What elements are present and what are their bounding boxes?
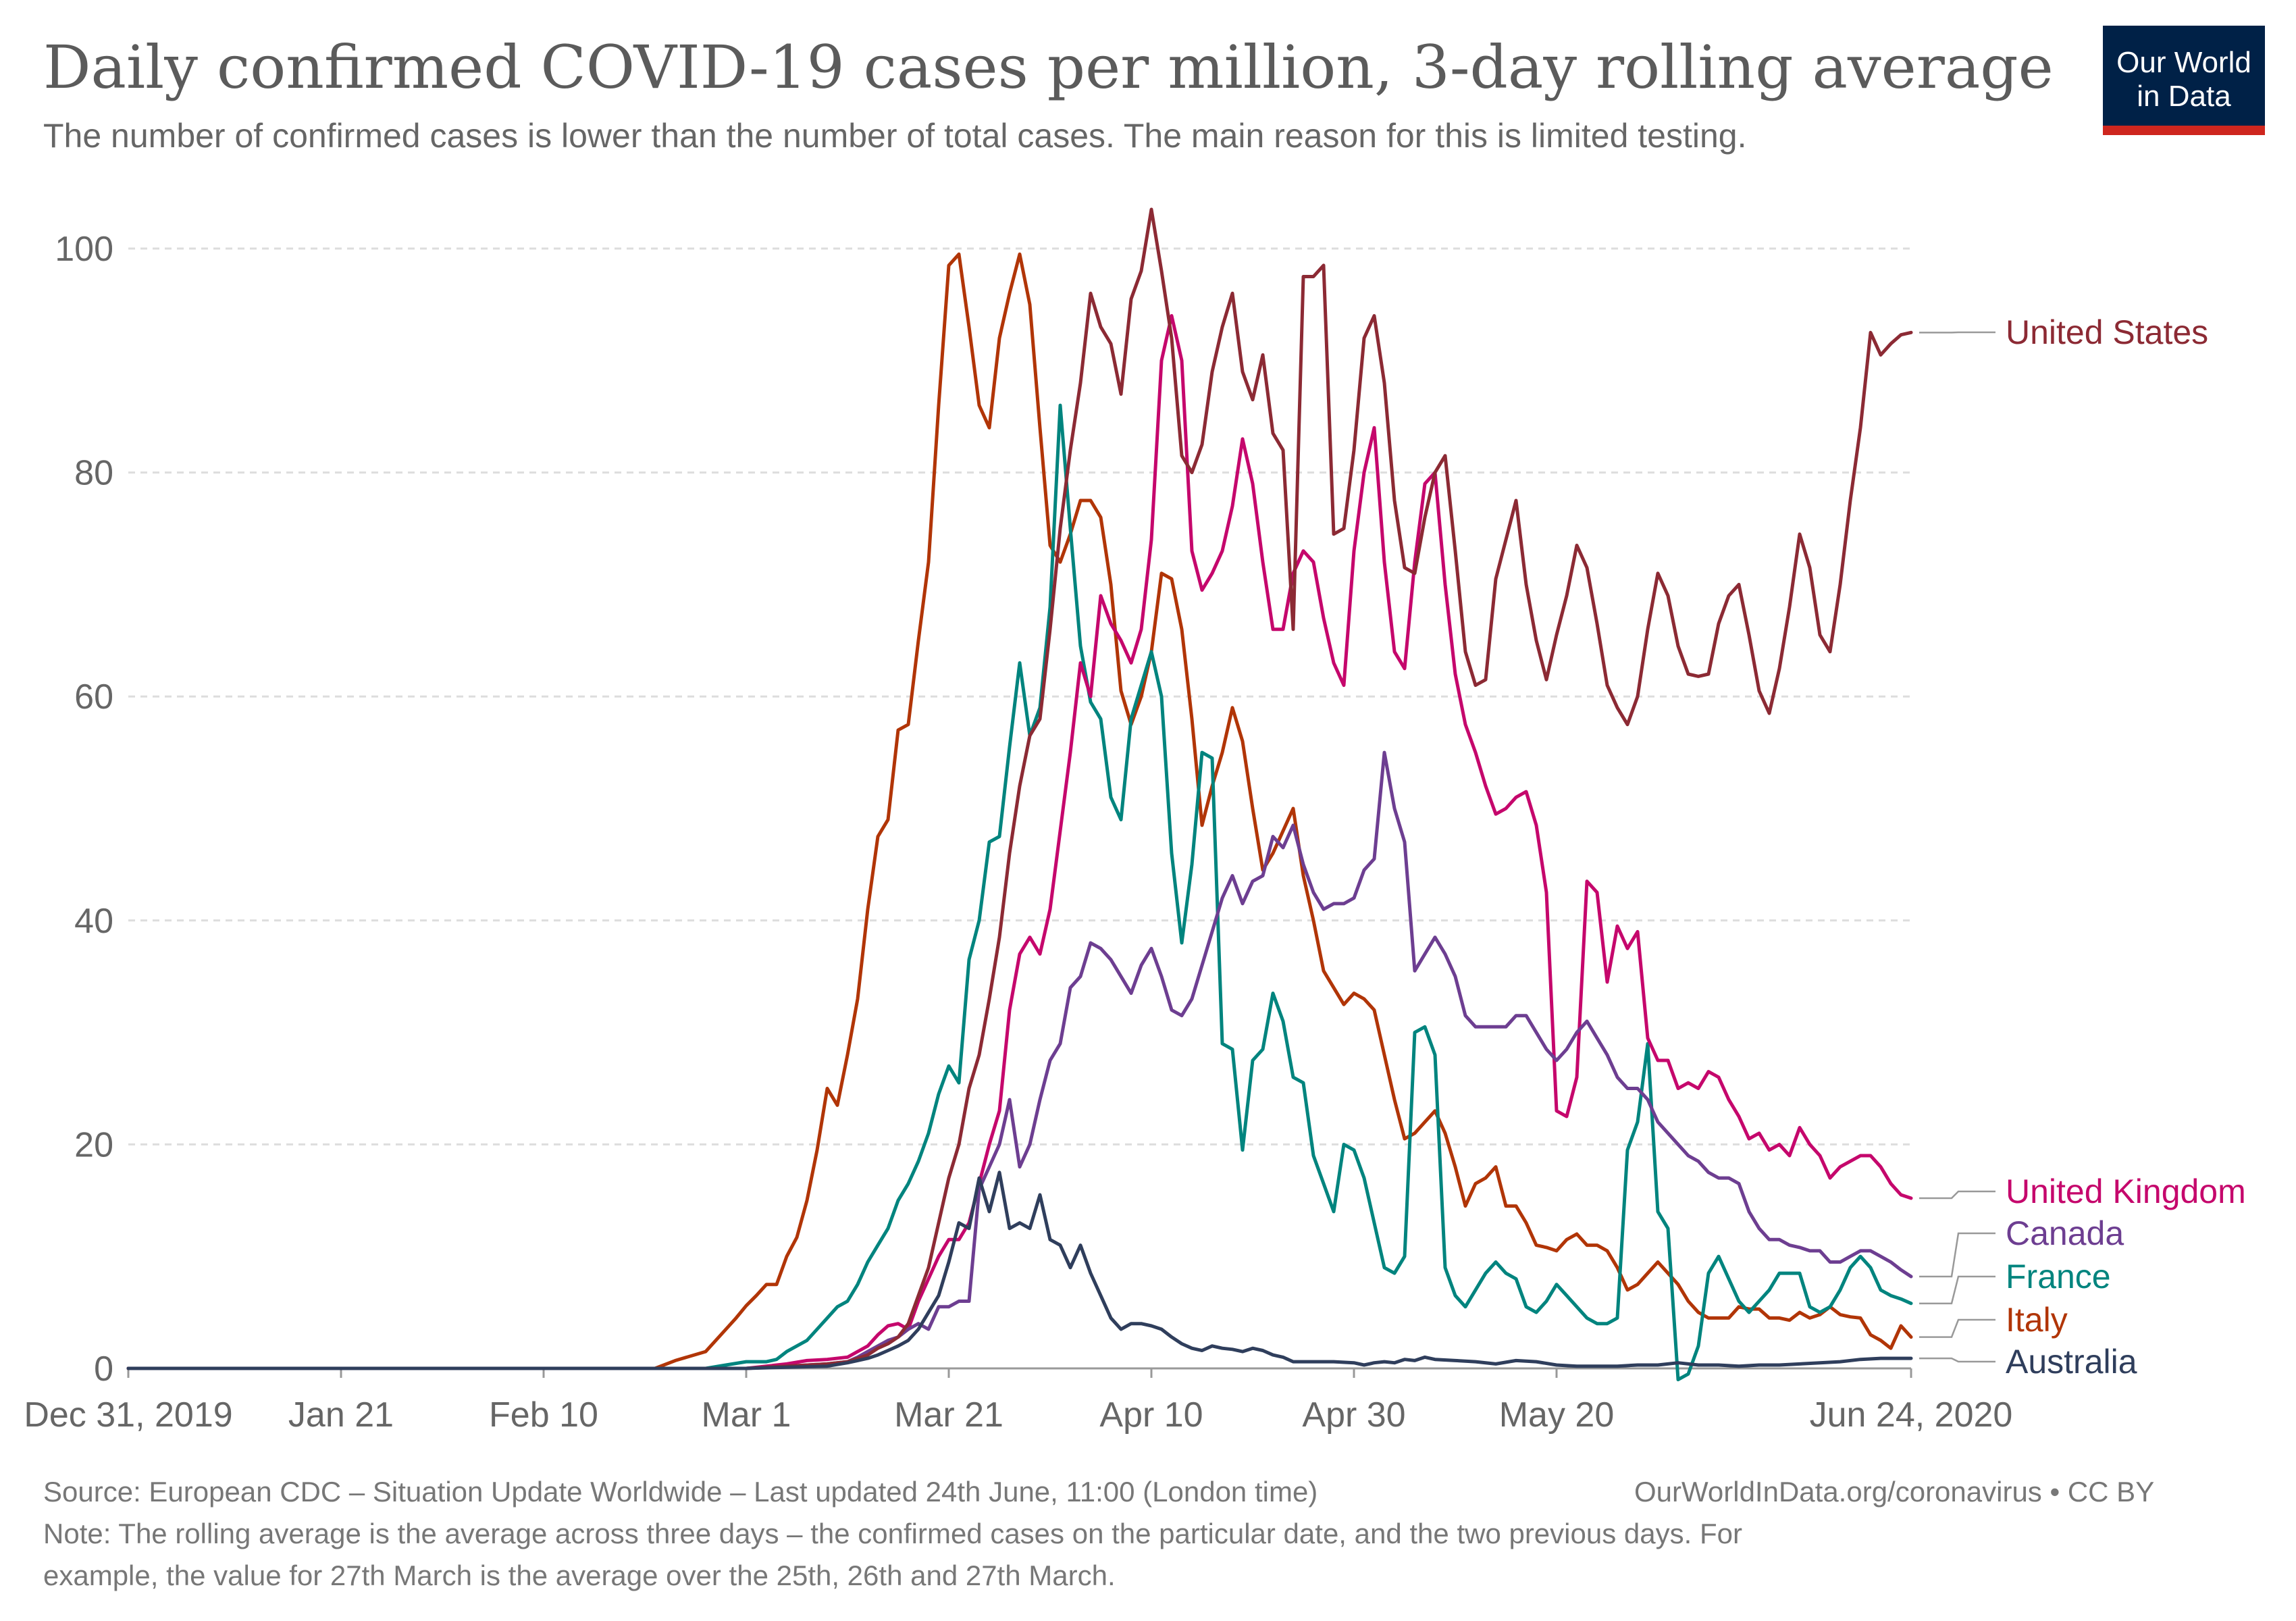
series-label-australia: Australia xyxy=(2006,1343,2137,1381)
legend-labels: Italy France United Kingdom Canada United St… xyxy=(1919,313,2246,1381)
series-label-france: France xyxy=(2006,1258,2111,1295)
series-line-united-kingdom xyxy=(126,314,1913,1370)
note-line-1: Note: The rolling average is the average… xyxy=(43,1518,1742,1549)
y-tick-label-80: 80 xyxy=(74,454,113,493)
series-line-france xyxy=(126,403,1913,1382)
series-line-italy xyxy=(126,252,1913,1370)
series-label-united-kingdom: United Kingdom xyxy=(2006,1173,2246,1210)
chart-subtitle: The number of confirmed cases is lower t… xyxy=(43,117,1747,155)
series-line-united-states xyxy=(126,207,1913,1370)
y-tick-label-20: 20 xyxy=(74,1125,113,1164)
x-tick-label-5: Apr 10 xyxy=(1099,1395,1203,1435)
y-axis: 0 20 40 60 80 100 xyxy=(55,230,113,1389)
x-tick-label-0: Dec 31, 2019 xyxy=(24,1395,232,1435)
x-tick-label-6: Apr 30 xyxy=(1302,1395,1405,1435)
source-text: Source: European CDC – Situation Update … xyxy=(43,1476,1318,1508)
footer-notes: Source: European CDC – Situation Update … xyxy=(43,1471,1742,1597)
chart-title: Daily confirmed COVID-19 cases per milli… xyxy=(43,32,2054,102)
leader-line-canada xyxy=(1919,1232,1995,1278)
series-lines xyxy=(126,207,1913,1382)
y-tick-label-40: 40 xyxy=(74,902,113,941)
series-line-canada xyxy=(126,750,1913,1370)
leader-line-italy xyxy=(1919,1318,1995,1338)
y-tick-label-0: 0 xyxy=(94,1349,113,1389)
owid-logo[interactable]: Our World in Data xyxy=(2103,26,2265,135)
x-tick-label-3: Mar 1 xyxy=(702,1395,791,1435)
y-tick-label-100: 100 xyxy=(55,230,113,269)
series-line-australia xyxy=(126,1170,1913,1370)
logo-line-2: in Data xyxy=(2137,80,2231,113)
logo-line-1: Our World xyxy=(2116,46,2251,79)
leader-line-united-kingdom xyxy=(1919,1190,1995,1200)
note-line-2: example, the value for 27th March is the… xyxy=(43,1560,1116,1591)
series-label-canada: Canada xyxy=(2006,1214,2124,1252)
credit-link[interactable]: OurWorldInData.org/coronavirus • CC BY xyxy=(1634,1476,2155,1508)
x-tick-label-7: May 20 xyxy=(1499,1395,1615,1435)
x-tick-label-4: Mar 21 xyxy=(894,1395,1003,1435)
y-tick-label-60: 60 xyxy=(74,677,113,717)
x-axis: Dec 31, 2019 Jan 21 Feb 10 Mar 1 Mar 21 Apr 1… xyxy=(24,1367,2013,1435)
leader-line-australia xyxy=(1919,1357,1995,1363)
series-label-united-states: United States xyxy=(2006,313,2208,351)
leader-line-france xyxy=(1919,1275,1995,1305)
x-tick-label-2: Feb 10 xyxy=(489,1395,598,1435)
x-tick-label-8: Jun 24, 2020 xyxy=(1810,1395,2013,1435)
x-tick-label-1: Jan 21 xyxy=(288,1395,394,1435)
series-label-italy: Italy xyxy=(2006,1301,2068,1339)
